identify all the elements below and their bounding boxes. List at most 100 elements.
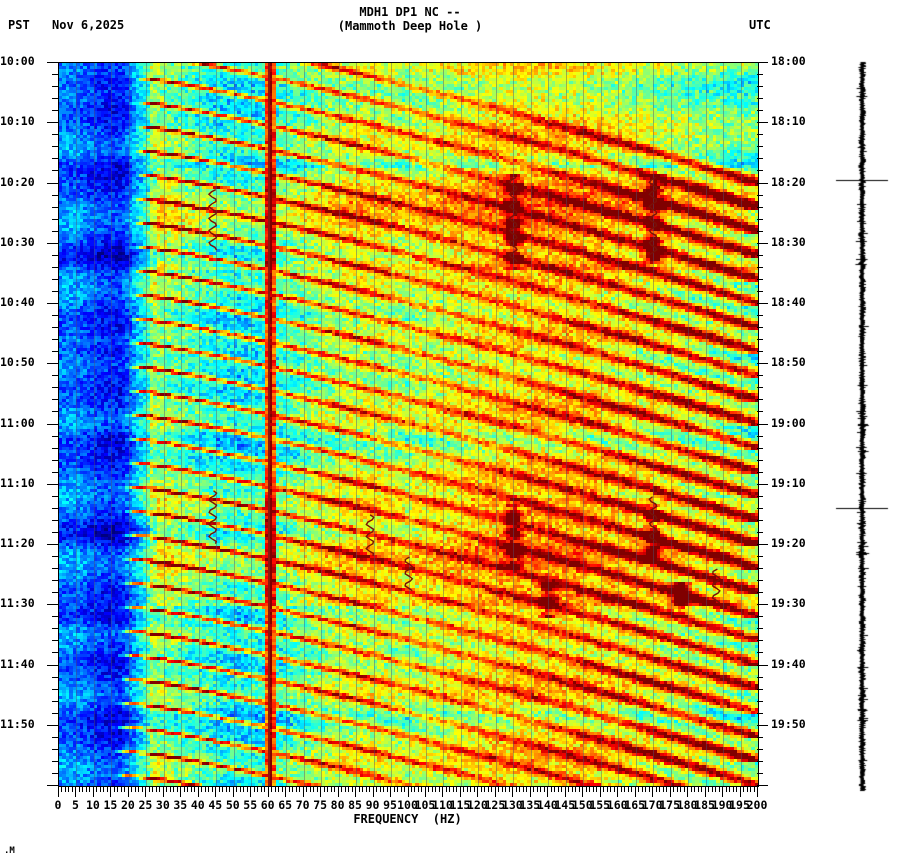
time-label-utc: 19:10 — [771, 476, 806, 490]
freq-label: 30 — [155, 798, 170, 812]
helicorder-trace-image — [826, 55, 896, 797]
freq-tick-major — [408, 786, 409, 797]
time-label-utc: 19:00 — [771, 416, 806, 430]
freq-label: 180 — [676, 798, 698, 812]
freq-tick-major — [495, 786, 496, 797]
freq-tick-major — [75, 786, 76, 797]
freq-label: 115 — [449, 798, 471, 812]
freq-label: 70 — [295, 798, 310, 812]
freq-tick-major — [373, 786, 374, 797]
freq-label: 60 — [260, 798, 275, 812]
time-label-pst: 10:20 — [0, 175, 35, 189]
freq-tick-major — [722, 786, 723, 797]
time-tick-major — [47, 122, 58, 123]
freq-label: 190 — [711, 798, 733, 812]
freq-label: 130 — [501, 798, 523, 812]
freq-tick-major — [460, 786, 461, 797]
header-right-timezone: UTC — [749, 18, 771, 32]
freq-tick-major — [582, 786, 583, 797]
time-tick-major — [47, 303, 58, 304]
freq-label: 200 — [746, 798, 768, 812]
freq-tick-major — [390, 786, 391, 797]
time-tick-major — [47, 665, 58, 666]
time-label-utc: 18:40 — [771, 295, 806, 309]
freq-label: 175 — [659, 798, 681, 812]
freq-tick-major — [303, 786, 304, 797]
time-label-utc: 18:10 — [771, 114, 806, 128]
time-tick-major — [47, 363, 58, 364]
time-label-pst: 11:40 — [0, 657, 35, 671]
freq-tick-major — [687, 786, 688, 797]
time-label-pst: 10:50 — [0, 355, 35, 369]
freq-label: 160 — [606, 798, 628, 812]
time-label-pst: 11:10 — [0, 476, 35, 490]
freq-label: 195 — [729, 798, 750, 812]
freq-tick-major — [285, 786, 286, 797]
spectrogram-plot[interactable] — [58, 62, 759, 787]
freq-label: 25 — [138, 798, 153, 812]
freq-label: 170 — [641, 798, 663, 812]
time-tick-major — [47, 62, 58, 63]
freq-label: 20 — [120, 798, 135, 812]
freq-tick-major — [58, 786, 59, 797]
freq-label: 100 — [397, 798, 418, 812]
freq-tick-major — [128, 786, 129, 797]
freq-tick-major — [320, 786, 321, 797]
freq-label: 125 — [484, 798, 506, 812]
time-label-utc: 19:30 — [771, 596, 806, 610]
time-tick-major — [47, 424, 58, 425]
time-label-pst: 10:10 — [0, 114, 35, 128]
time-label-utc: 18:50 — [771, 355, 806, 369]
freq-tick-major — [250, 786, 251, 797]
time-label-utc: 18:00 — [771, 54, 806, 68]
time-tick-major — [47, 725, 58, 726]
freq-label: 120 — [467, 798, 488, 812]
freq-label: 95 — [383, 798, 397, 812]
freq-tick-major — [93, 786, 94, 797]
freq-tick-major — [547, 786, 548, 797]
time-label-pst: 11:50 — [0, 717, 35, 731]
freq-tick-major — [355, 786, 356, 797]
corner-mark: .M — [4, 846, 15, 856]
freq-label: 85 — [348, 798, 362, 812]
freq-label: 135 — [519, 798, 541, 812]
header-date: Nov 6,2025 — [52, 18, 125, 32]
freq-label: 0 — [54, 798, 62, 812]
freq-label: 90 — [365, 798, 380, 812]
freq-tick-major — [565, 786, 566, 797]
freq-tick-major — [670, 786, 671, 797]
freq-tick-major — [512, 786, 513, 797]
header-station-name: (Mammoth Deep Hole ) — [337, 19, 483, 33]
freq-label: 50 — [225, 798, 240, 812]
freq-tick-major — [145, 786, 146, 797]
time-label-utc: 19:50 — [771, 717, 806, 731]
freq-tick-major — [530, 786, 531, 797]
time-label-pst: 11:30 — [0, 596, 35, 610]
freq-label: 150 — [571, 798, 593, 812]
frequency-axis-title: FREQUENCY (HZ) — [353, 812, 462, 826]
time-tick-major — [47, 785, 58, 786]
freq-label: 10 — [86, 798, 100, 812]
freq-label: 145 — [554, 798, 576, 812]
freq-label: 155 — [589, 798, 611, 812]
freq-label: 105 — [414, 798, 436, 812]
helicorder-trace-panel — [826, 55, 896, 797]
freq-label: 15 — [103, 798, 118, 812]
freq-tick-major — [215, 786, 216, 797]
freq-label: 165 — [624, 798, 646, 812]
freq-label: 110 — [432, 798, 453, 812]
freq-tick-major — [757, 786, 758, 797]
freq-tick-major — [110, 786, 111, 797]
freq-tick-major — [652, 786, 653, 797]
freq-label: 5 — [72, 798, 79, 812]
time-label-utc: 19:40 — [771, 657, 806, 671]
time-tick-major — [47, 544, 58, 545]
freq-label: 35 — [173, 798, 188, 812]
header-station-code: MDH1 DP1 NC -- — [359, 5, 461, 19]
time-tick-major — [47, 484, 58, 485]
header-left-timezone: PST — [8, 18, 30, 32]
freq-tick-major — [268, 786, 269, 797]
spectrogram-image — [59, 63, 758, 786]
freq-tick-major — [180, 786, 181, 797]
freq-tick-major — [425, 786, 426, 797]
